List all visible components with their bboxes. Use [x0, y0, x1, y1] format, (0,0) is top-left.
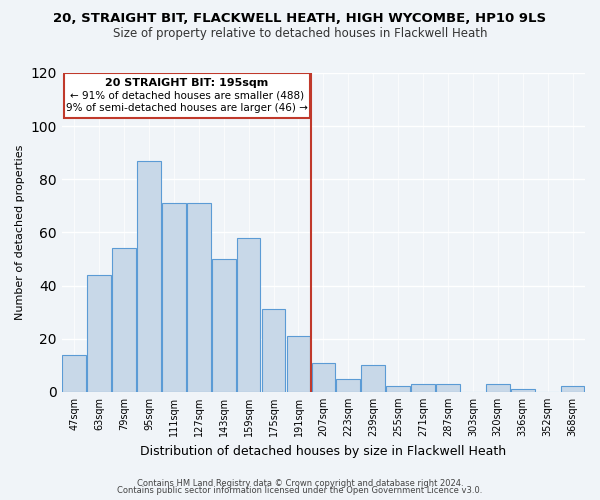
Bar: [262, 310, 286, 392]
Bar: [162, 203, 186, 392]
Text: Size of property relative to detached houses in Flackwell Heath: Size of property relative to detached ho…: [113, 28, 487, 40]
Bar: [112, 248, 136, 392]
Text: ← 91% of detached houses are smaller (488): ← 91% of detached houses are smaller (48…: [70, 90, 304, 101]
Bar: [436, 384, 460, 392]
Text: 9% of semi-detached houses are larger (46) →: 9% of semi-detached houses are larger (4…: [66, 103, 308, 113]
Bar: [486, 384, 509, 392]
Bar: [386, 386, 410, 392]
Bar: [287, 336, 310, 392]
Bar: [137, 160, 161, 392]
Bar: [561, 386, 584, 392]
Bar: [311, 362, 335, 392]
Bar: [237, 238, 260, 392]
FancyBboxPatch shape: [64, 73, 310, 118]
Text: 20, STRAIGHT BIT, FLACKWELL HEATH, HIGH WYCOMBE, HP10 9LS: 20, STRAIGHT BIT, FLACKWELL HEATH, HIGH …: [53, 12, 547, 26]
Bar: [511, 389, 535, 392]
Text: Contains HM Land Registry data © Crown copyright and database right 2024.: Contains HM Land Registry data © Crown c…: [137, 478, 463, 488]
Text: Contains public sector information licensed under the Open Government Licence v3: Contains public sector information licen…: [118, 486, 482, 495]
Bar: [411, 384, 435, 392]
X-axis label: Distribution of detached houses by size in Flackwell Heath: Distribution of detached houses by size …: [140, 444, 506, 458]
Bar: [187, 203, 211, 392]
Text: 20 STRAIGHT BIT: 195sqm: 20 STRAIGHT BIT: 195sqm: [106, 78, 269, 88]
Bar: [337, 378, 360, 392]
Bar: [62, 354, 86, 392]
Y-axis label: Number of detached properties: Number of detached properties: [15, 144, 25, 320]
Bar: [88, 275, 111, 392]
Bar: [212, 259, 236, 392]
Bar: [361, 365, 385, 392]
